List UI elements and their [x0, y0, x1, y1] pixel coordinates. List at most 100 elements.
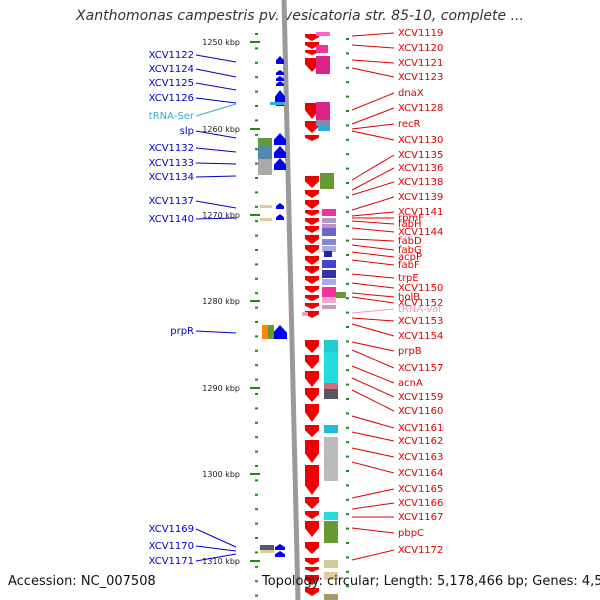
gene-label-xcv1157[interactable]: XCV1157 — [398, 363, 443, 374]
gene-arrow-plus[interactable] — [276, 214, 284, 220]
gene-arrow-minus[interactable] — [305, 190, 319, 198]
gene-label-xcv1169[interactable]: XCV1169 — [149, 524, 194, 535]
gene-arrow-minus[interactable] — [305, 465, 319, 495]
gene-arrow-minus[interactable] — [305, 176, 319, 188]
gene-label-xcv1135[interactable]: XCV1135 — [398, 150, 443, 161]
gene-label-xcv1162[interactable]: XCV1162 — [398, 436, 443, 447]
gene-label-prpb[interactable]: prpB — [398, 346, 422, 357]
gene-arrow-minus[interactable] — [305, 226, 319, 233]
gene-arrow-minus[interactable] — [305, 135, 319, 141]
gene-arrow-minus[interactable] — [305, 388, 319, 402]
feature-box[interactable] — [322, 270, 336, 278]
gene-label-xcv1164[interactable]: XCV1164 — [398, 468, 443, 479]
feature-box[interactable] — [324, 437, 338, 481]
feature-box[interactable] — [258, 159, 272, 175]
feature-box[interactable] — [268, 325, 274, 339]
gene-arrow-plus[interactable] — [273, 325, 287, 339]
gene-label-xcv1121[interactable]: XCV1121 — [398, 58, 443, 69]
feature-box[interactable] — [324, 389, 338, 399]
gene-label-xcv1140[interactable]: XCV1140 — [149, 214, 194, 225]
gene-arrow-plus[interactable] — [275, 90, 285, 102]
feature-box[interactable] — [260, 545, 274, 550]
gene-arrow-minus[interactable] — [305, 542, 319, 554]
gene-label-xcv1160[interactable]: XCV1160 — [398, 406, 443, 417]
gene-arrow-minus[interactable] — [305, 440, 319, 463]
gene-label-xcv1132[interactable]: XCV1132 — [149, 143, 194, 154]
feature-box[interactable] — [324, 352, 338, 384]
feature-box[interactable] — [322, 260, 336, 268]
gene-arrow-plus[interactable] — [276, 56, 284, 64]
gene-label-pbpc[interactable]: pbpC — [398, 528, 424, 539]
gene-arrow-minus[interactable] — [305, 235, 319, 244]
feature-box[interactable] — [324, 340, 338, 352]
feature-box[interactable] — [324, 512, 338, 520]
gene-arrow-minus[interactable] — [305, 50, 319, 55]
gene-label-xcv1125[interactable]: XCV1125 — [149, 78, 194, 89]
feature-box[interactable] — [322, 287, 336, 297]
feature-box[interactable] — [316, 45, 328, 53]
gene-label-trna-ser[interactable]: tRNA-Ser — [149, 111, 195, 122]
gene-label-xcv1124[interactable]: XCV1124 — [149, 64, 194, 75]
feature-box[interactable] — [258, 145, 272, 159]
feature-box[interactable] — [322, 218, 336, 223]
gene-label-xcv1139[interactable]: XCV1139 — [398, 192, 443, 203]
gene-arrow-minus[interactable] — [305, 371, 319, 387]
trna-marker[interactable] — [270, 102, 284, 105]
gene-label-xcv1134[interactable]: XCV1134 — [149, 172, 194, 183]
feature-box[interactable] — [260, 205, 272, 208]
gene-label-fabd[interactable]: fabD — [398, 236, 422, 247]
gene-arrow-minus[interactable] — [305, 404, 319, 422]
gene-arrow-minus[interactable] — [305, 588, 319, 596]
gene-label-xcv1119[interactable]: XCV1119 — [398, 28, 443, 39]
gene-label-xcv1159[interactable]: XCV1159 — [398, 392, 443, 403]
feature-box[interactable] — [324, 425, 338, 433]
feature-box[interactable] — [318, 126, 330, 131]
gene-label-fabf[interactable]: fabF — [398, 260, 420, 271]
gene-label-xcv1153[interactable]: XCV1153 — [398, 316, 443, 327]
feature-box[interactable] — [336, 292, 346, 298]
gene-arrow-minus[interactable] — [305, 511, 319, 519]
gene-arrow-plus[interactable] — [276, 203, 284, 209]
gene-label-dnax[interactable]: dnaX — [398, 88, 424, 99]
gene-arrow-minus[interactable] — [305, 521, 319, 537]
gene-arrow-plus[interactable] — [276, 76, 284, 81]
gene-label-xcv1144[interactable]: XCV1144 — [398, 227, 443, 238]
gene-label-xcv1171[interactable]: XCV1171 — [149, 556, 194, 567]
gene-arrow-minus[interactable] — [305, 34, 319, 41]
feature-box[interactable] — [322, 228, 336, 236]
gene-label-rpmf[interactable]: rpmF — [398, 213, 424, 224]
gene-label-trpe[interactable]: trpE — [398, 273, 419, 284]
gene-arrow-minus[interactable] — [305, 121, 319, 133]
feature-box[interactable] — [320, 173, 334, 189]
gene-label-xcv1120[interactable]: XCV1120 — [398, 43, 443, 54]
gene-arrow-plus[interactable] — [276, 70, 284, 75]
gene-label-xcv1141[interactable]: XCV1141 — [398, 207, 443, 218]
gene-label-fabh[interactable]: fabH — [398, 219, 422, 230]
gene-arrow-minus[interactable] — [305, 103, 319, 119]
gene-label-xcv1130[interactable]: XCV1130 — [398, 135, 443, 146]
feature-box[interactable] — [324, 572, 338, 580]
gene-arrow-minus[interactable] — [305, 286, 319, 293]
gene-label-xcv1172[interactable]: XCV1172 — [398, 545, 443, 556]
feature-box[interactable] — [322, 239, 336, 245]
gene-label-xcv1126[interactable]: XCV1126 — [149, 93, 194, 104]
gene-label-xcv1128[interactable]: XCV1128 — [398, 103, 443, 114]
feature-box[interactable] — [322, 297, 336, 303]
feature-box[interactable] — [322, 305, 336, 309]
feature-box[interactable] — [322, 246, 336, 252]
gene-label-xcv1166[interactable]: XCV1166 — [398, 498, 443, 509]
feature-box[interactable] — [316, 56, 330, 74]
gene-label-acna[interactable]: acnA — [398, 378, 423, 389]
gene-arrow-minus[interactable] — [305, 210, 319, 216]
feature-box[interactable] — [316, 32, 330, 36]
gene-label-xcv1161[interactable]: XCV1161 — [398, 423, 443, 434]
gene-label-xcv1152[interactable]: XCV1152 — [398, 298, 443, 309]
gene-arrow-minus[interactable] — [305, 266, 319, 274]
gene-arrow-minus[interactable] — [305, 575, 319, 585]
gene-label-xcv1167[interactable]: XCV1167 — [398, 512, 443, 523]
gene-arrow-minus[interactable] — [305, 340, 319, 353]
gene-label-xcv1165[interactable]: XCV1165 — [398, 484, 443, 495]
gene-arrow-minus[interactable] — [305, 295, 319, 301]
feature-box[interactable] — [316, 120, 330, 126]
